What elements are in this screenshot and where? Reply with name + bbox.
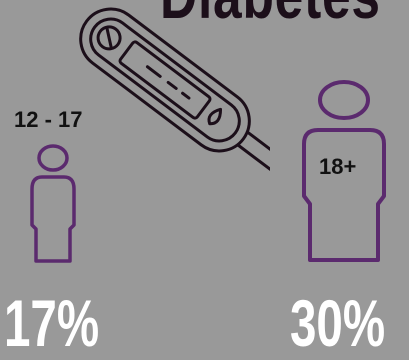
glucose-meter-icon — [79, 7, 270, 173]
age-group-label: 18+ — [319, 154, 357, 179]
page-title: Diabetes — [160, 0, 381, 28]
age-group-label: 12 - 17 — [14, 107, 83, 132]
percentage-value: 17% — [4, 286, 100, 360]
percentage-value: 30% — [290, 286, 386, 360]
person-icon — [30, 144, 76, 263]
person-icon — [302, 80, 386, 262]
